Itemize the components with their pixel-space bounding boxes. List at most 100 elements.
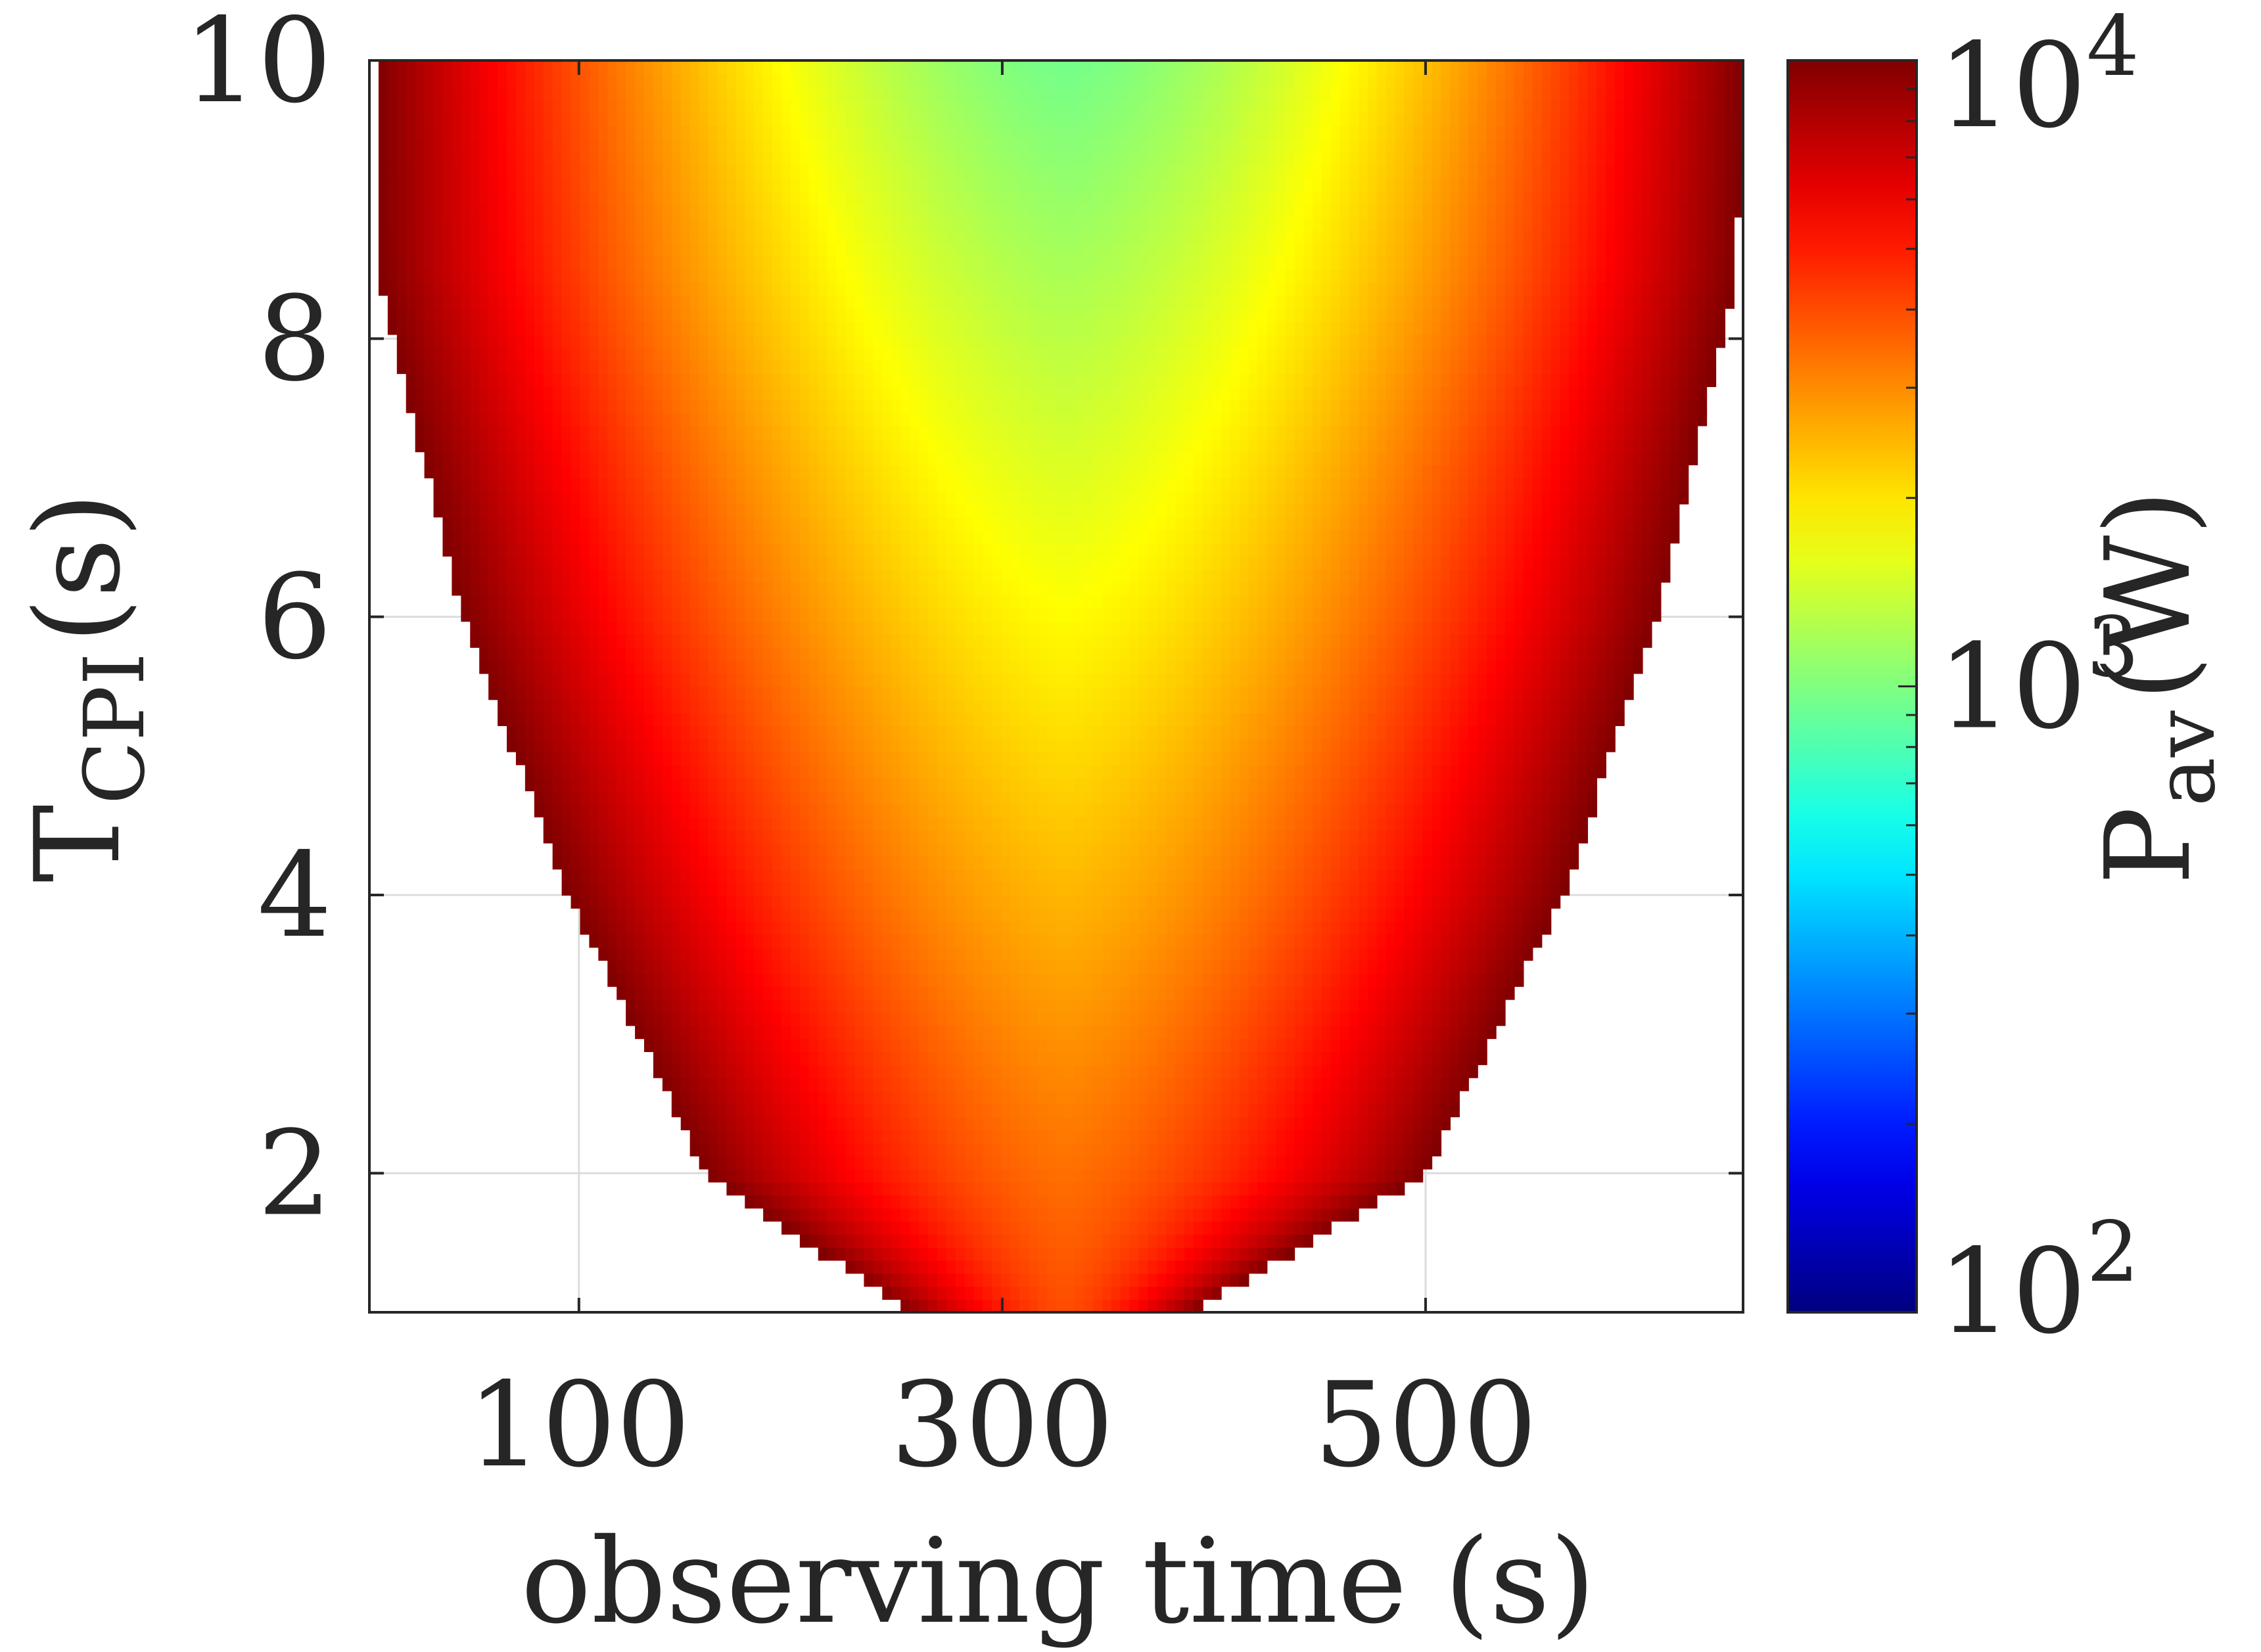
heatmap-cell — [1477, 869, 1487, 883]
heatmap-cell — [735, 986, 746, 1000]
heatmap-cell — [671, 621, 682, 635]
heatmap-cell — [964, 634, 975, 648]
heatmap-cell — [552, 856, 563, 870]
heatmap-cell — [790, 947, 801, 961]
heatmap-cell — [900, 673, 910, 687]
heatmap-cell — [1056, 634, 1066, 648]
heatmap-cell — [781, 647, 791, 661]
heatmap-cell — [1019, 907, 1030, 922]
heatmap-cell — [1184, 882, 1194, 896]
heatmap-cell — [1092, 1130, 1103, 1143]
heatmap-cell — [1413, 1130, 1424, 1143]
heatmap-cell — [1441, 791, 1451, 804]
heatmap-cell — [1257, 999, 1268, 1013]
heatmap-cell — [873, 1090, 883, 1105]
heatmap-cell — [1331, 947, 1341, 961]
heatmap-cell — [992, 934, 1002, 948]
heatmap-cell — [1029, 1155, 1039, 1170]
heatmap-cell — [726, 947, 737, 961]
heatmap-cell — [1047, 1077, 1057, 1091]
heatmap-cell — [1221, 673, 1231, 687]
heatmap-cell — [1331, 660, 1341, 674]
heatmap-cell — [1102, 999, 1112, 1013]
heatmap-cell — [808, 1143, 819, 1157]
heatmap-cell — [534, 673, 544, 687]
heatmap-cell — [827, 1221, 837, 1235]
heatmap-cell — [735, 934, 746, 948]
heatmap-cell — [1459, 686, 1469, 700]
heatmap-cell — [1376, 1090, 1387, 1105]
heatmap-cell — [845, 934, 856, 948]
heatmap-cell — [1441, 738, 1451, 752]
heatmap-cell — [571, 699, 581, 714]
heatmap-cell — [946, 816, 956, 831]
heatmap-cell — [1010, 1221, 1021, 1235]
heatmap-cell — [735, 1155, 746, 1170]
heatmap-cell — [1065, 791, 1075, 804]
heatmap-cell — [1175, 1025, 1185, 1040]
heatmap-cell — [1184, 1260, 1194, 1274]
heatmap-cell — [1606, 660, 1616, 674]
heatmap-cell — [1157, 712, 1167, 726]
heatmap-cell — [910, 1168, 920, 1183]
heatmap-cell — [626, 791, 636, 804]
heatmap-cell — [1404, 856, 1414, 870]
heatmap-cell — [1221, 804, 1231, 817]
heatmap-cell — [818, 804, 828, 817]
heatmap-cell — [1038, 1130, 1048, 1143]
heatmap-cell — [1441, 673, 1451, 687]
heatmap-cell — [1010, 1116, 1021, 1131]
heatmap-cell — [561, 856, 572, 870]
heatmap-cell — [1313, 1012, 1322, 1026]
heatmap-cell — [708, 829, 718, 844]
heatmap-cell — [1303, 673, 1314, 687]
heatmap-cell — [1211, 1273, 1222, 1287]
heatmap-cell — [808, 1221, 819, 1235]
heatmap-cell — [927, 751, 938, 766]
heatmap-cell — [955, 1090, 966, 1105]
heatmap-cell — [1221, 1012, 1231, 1026]
heatmap-cell — [827, 1155, 837, 1170]
heatmap-cell — [498, 686, 507, 700]
heatmap-cell — [1074, 1247, 1084, 1261]
heatmap-cell — [607, 686, 618, 700]
heatmap-cell — [580, 804, 590, 817]
heatmap-cell — [1065, 647, 1075, 661]
heatmap-cell — [1422, 647, 1433, 661]
heatmap-cell — [1029, 1260, 1039, 1274]
heatmap-cell — [1313, 986, 1322, 1000]
heatmap-cell — [653, 829, 663, 844]
heatmap-cell — [1065, 869, 1075, 883]
heatmap-cell — [717, 947, 728, 961]
heatmap-cell — [507, 647, 517, 661]
heatmap-cell — [498, 621, 507, 635]
heatmap-cell — [827, 842, 837, 857]
heatmap-cell — [1157, 960, 1167, 974]
heatmap-cell — [1120, 1168, 1130, 1183]
heatmap-cell — [1285, 738, 1295, 752]
heatmap-cell — [488, 686, 498, 700]
heatmap-cell — [1074, 856, 1084, 870]
heatmap-cell — [1532, 816, 1543, 831]
heatmap-cell — [836, 764, 847, 779]
heatmap-cell — [1560, 804, 1570, 817]
heatmap-cell — [1441, 856, 1451, 870]
heatmap-cell — [1083, 699, 1094, 714]
heatmap-cell — [1184, 1299, 1194, 1312]
heatmap-cell — [946, 699, 956, 714]
heatmap-cell — [1606, 673, 1616, 687]
heatmap-cell — [524, 751, 535, 766]
heatmap-cell — [1395, 921, 1405, 935]
heatmap-cell — [1092, 660, 1103, 674]
heatmap-cell — [1459, 960, 1469, 974]
heatmap-cell — [1092, 1221, 1103, 1235]
heatmap-cell — [1092, 856, 1103, 870]
heatmap-cell — [1010, 751, 1021, 766]
heatmap-cell — [1175, 934, 1185, 948]
heatmap-cell — [689, 960, 700, 974]
heatmap-cell — [1239, 842, 1249, 857]
heatmap-cell — [708, 712, 718, 726]
heatmap-cell — [1413, 1168, 1424, 1183]
heatmap-cell — [1276, 869, 1286, 883]
heatmap-cell — [1038, 1247, 1048, 1261]
